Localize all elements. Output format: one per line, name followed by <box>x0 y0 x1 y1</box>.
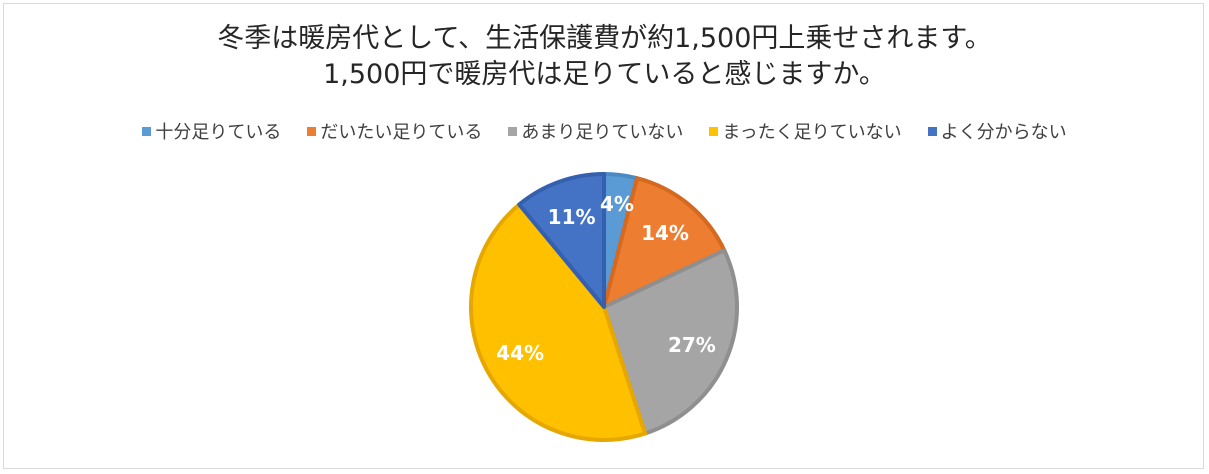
legend-item-2: あまり足りていない <box>508 118 683 144</box>
legend-item-0: 十分足りている <box>142 118 281 144</box>
legend-swatch-0 <box>142 126 152 136</box>
legend-item-4: よく分からない <box>927 118 1067 144</box>
legend-swatch-3 <box>709 126 719 136</box>
chart-title: 冬季は暖房代として、生活保護費が約1,500円上乗せされます。 <box>217 23 992 54</box>
legend-swatch-4 <box>927 126 937 136</box>
slice-label-1: 14% <box>641 221 689 245</box>
legend-swatch-1 <box>307 126 317 136</box>
legend-label-1: だいたい足りている <box>320 122 483 143</box>
pie-slice-1 <box>602 176 727 309</box>
slice-label-3: 44% <box>496 341 544 365</box>
legend-item-3: まったく足りていない <box>709 118 902 144</box>
chart-subtitle: 1,500円で暖房代は足りていると感じますか。 <box>323 59 886 90</box>
pie-slice-4 <box>517 172 606 309</box>
pie-slice-2 <box>602 248 739 436</box>
legend-item-1: だいたい足りている <box>307 118 482 144</box>
slice-label-0: 4% <box>600 192 634 216</box>
legend-label-4: よく分からない <box>940 122 1067 143</box>
legend-swatch-2 <box>508 126 518 136</box>
slice-label-4: 11% <box>548 205 596 229</box>
legend: 十分足りている だいたい足りている あまり足りていない まったく足りていない よ… <box>0 118 1209 144</box>
legend-label-2: あまり足りていない <box>521 122 684 143</box>
pie-slice-3 <box>469 202 648 442</box>
legend-label-3: まったく足りていない <box>722 122 902 143</box>
slice-label-2: 27% <box>668 333 716 357</box>
legend-label-0: 十分足りている <box>155 122 282 143</box>
